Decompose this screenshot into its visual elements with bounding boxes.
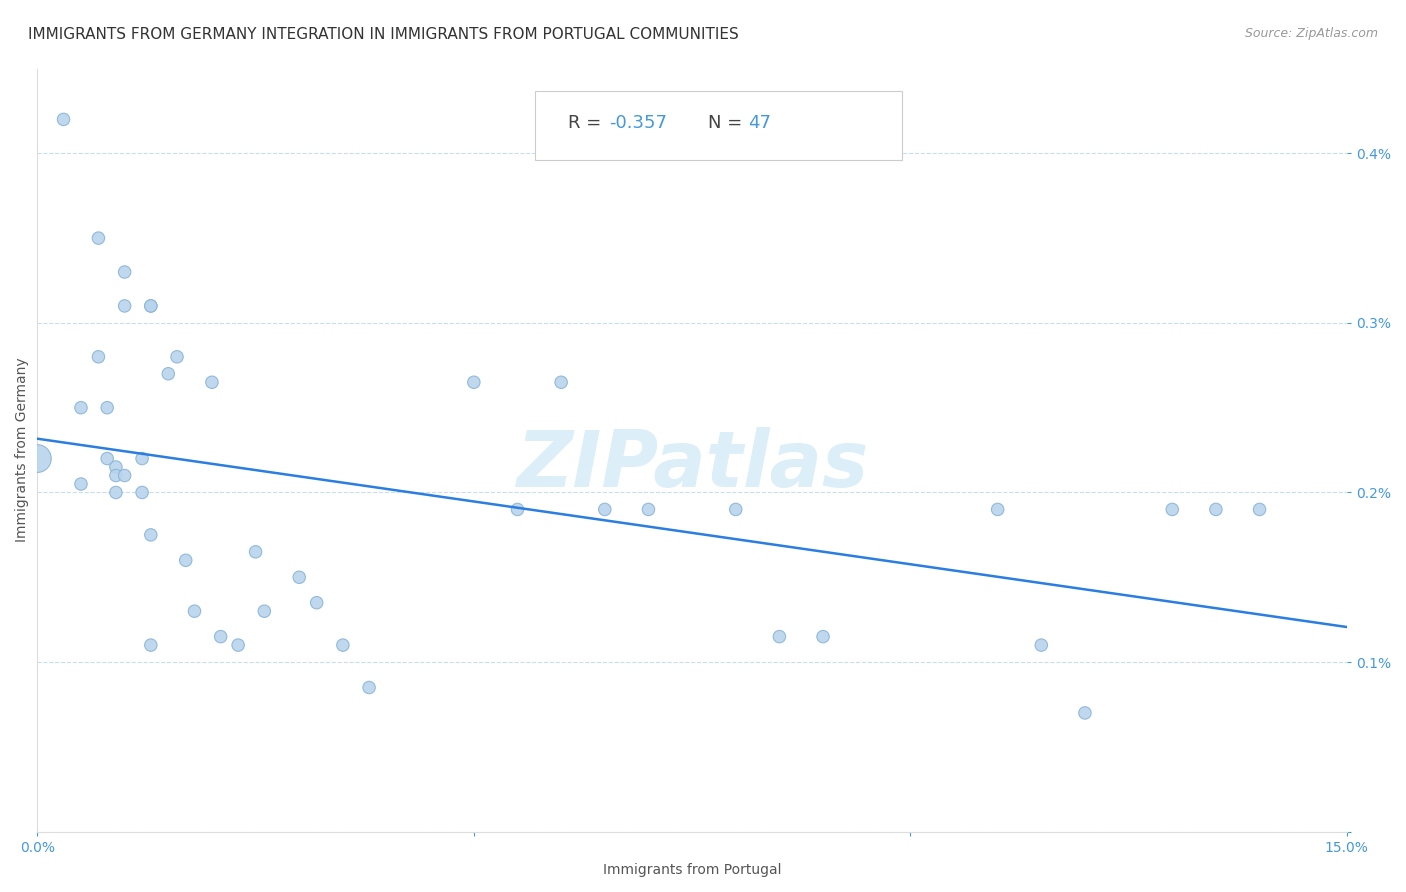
Point (1205, 502, 1227, 516)
Point (201, 376, 224, 390)
Point (359, 681, 381, 695)
Point (70, 401, 93, 415)
Text: N =: N = (707, 114, 748, 133)
Point (253, 604, 276, 618)
Point (226, 638, 249, 652)
Point (139, 299, 162, 313)
Point (987, 502, 1010, 516)
Text: Source: ZipAtlas.com: Source: ZipAtlas.com (1244, 27, 1378, 40)
Point (1161, 502, 1184, 516)
Point (506, 502, 529, 516)
Point (332, 638, 354, 652)
Point (305, 596, 328, 610)
Point (463, 376, 485, 390)
Point (104, 460, 127, 475)
Point (114, 265, 136, 279)
Point (114, 468, 136, 483)
Point (174, 553, 197, 567)
Point (811, 630, 834, 644)
Point (87, 350, 110, 364)
Point (1031, 638, 1053, 652)
Point (104, 468, 127, 483)
X-axis label: Immigrants from Portugal: Immigrants from Portugal (603, 863, 782, 877)
Text: -0.357: -0.357 (610, 114, 668, 133)
Point (593, 502, 616, 516)
Point (139, 638, 162, 652)
Point (114, 299, 136, 313)
Text: ZIPatlas: ZIPatlas (516, 427, 869, 503)
Text: 47: 47 (748, 114, 772, 133)
Text: IMMIGRANTS FROM GERMANY INTEGRATION IN IMMIGRANTS FROM PORTUGAL COMMUNITIES: IMMIGRANTS FROM GERMANY INTEGRATION IN I… (28, 27, 740, 42)
Text: R =: R = (568, 114, 606, 133)
Point (724, 502, 747, 516)
Point (768, 630, 790, 644)
FancyBboxPatch shape (534, 91, 901, 160)
Point (139, 299, 162, 313)
Point (87, 231, 110, 245)
Point (166, 350, 188, 364)
Point (157, 367, 180, 381)
Point (637, 502, 659, 516)
Point (1249, 502, 1271, 516)
Point (27, 451, 49, 466)
Point (70, 477, 93, 491)
Point (550, 376, 572, 390)
Point (96, 401, 118, 415)
Point (104, 485, 127, 500)
Point (52, 112, 75, 127)
Point (131, 485, 153, 500)
Point (1074, 706, 1097, 720)
Point (139, 528, 162, 542)
Point (245, 545, 267, 559)
Point (183, 604, 205, 618)
Point (288, 570, 311, 584)
Point (96, 451, 118, 466)
Point (131, 451, 153, 466)
Y-axis label: Immigrants from Germany: Immigrants from Germany (15, 358, 30, 542)
Point (209, 630, 232, 644)
